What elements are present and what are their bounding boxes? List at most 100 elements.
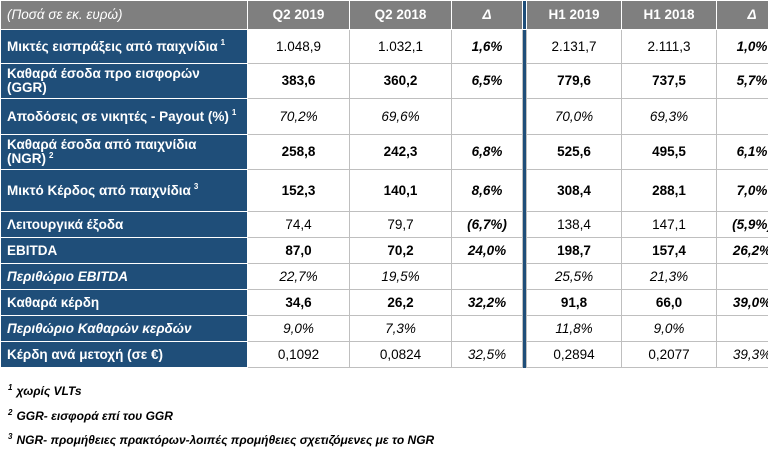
value-cell: 152,3 — [247, 169, 350, 212]
value-cell: 360,2 — [349, 63, 452, 99]
value-cell: 34,6 — [247, 289, 350, 316]
value-cell: 22,7% — [247, 263, 350, 290]
column-divider — [522, 63, 527, 99]
value-cell: 7,0% — [716, 169, 768, 212]
value-cell: 70,2% — [247, 98, 350, 135]
value-cell: 26,2 — [349, 289, 452, 316]
col-q2-2019: Q2 2019 — [247, 0, 350, 30]
value-cell: 70,0% — [526, 98, 622, 135]
row-label: Περιθώριο Καθαρών κερδών — [0, 315, 248, 342]
footnote: 1 χωρίς VLTs — [8, 383, 82, 399]
footnote: 3 NGR- προμήθειες πρακτόρων-λοιπές προμήθ… — [8, 432, 434, 448]
value-cell: 39,0% — [716, 289, 768, 316]
units-label: (Ποσά σε εκ. ευρώ) — [0, 0, 248, 30]
column-divider — [522, 134, 527, 170]
value-cell: 383,6 — [247, 63, 350, 99]
table-row: Καθαρά κέρδη 34,6 26,2 32,2% 91,8 66,0 39,0% — [0, 289, 768, 316]
value-cell: 308,4 — [526, 169, 622, 212]
column-divider — [522, 98, 527, 135]
row-label: EBITDA — [0, 237, 248, 264]
value-cell: 19,5% — [349, 263, 452, 290]
table-row: Αποδόσεις σε νικητές - Payout (%) 1 70,2% 6… — [0, 98, 768, 135]
financial-results-table: (Ποσά σε εκ. ευρώ) Q2 2019 Q2 2018 Δ H1 … — [0, 0, 768, 368]
value-cell: 2.111,3 — [621, 29, 717, 64]
value-cell: 7,3% — [349, 315, 452, 342]
value-cell — [716, 98, 768, 135]
value-cell: 2.131,7 — [526, 29, 622, 64]
table-row: Μικτές εισπράξεις από παιχνίδια 1 1.048,9 1… — [0, 29, 768, 64]
value-cell — [451, 315, 523, 342]
value-cell: 1.032,1 — [349, 29, 452, 64]
value-cell: 6,5% — [451, 63, 523, 99]
value-cell — [451, 263, 523, 290]
table-row: Καθαρά έσοδα από παιχνίδια (NGR) 2 258,8 24… — [0, 134, 768, 170]
row-label: Μικτές εισπράξεις από παιχνίδια 1 — [0, 29, 248, 64]
value-cell: 525,6 — [526, 134, 622, 170]
value-cell: 157,4 — [621, 237, 717, 264]
col-q2-2018: Q2 2018 — [349, 0, 452, 30]
row-label: Περιθώριο EBITDA — [0, 263, 248, 290]
col-h1-2018: H1 2018 — [621, 0, 717, 30]
value-cell — [451, 98, 523, 135]
value-cell: 495,5 — [621, 134, 717, 170]
footnote-marker: 1 — [220, 38, 226, 47]
column-divider — [522, 289, 527, 316]
table-header-row: (Ποσά σε εκ. ευρώ) Q2 2019 Q2 2018 Δ H1 … — [0, 0, 768, 30]
value-cell: 0,0824 — [349, 341, 452, 368]
value-cell: 69,3% — [621, 98, 717, 135]
value-cell: 11,8% — [526, 315, 622, 342]
value-cell: 32,2% — [451, 289, 523, 316]
value-cell: 25,5% — [526, 263, 622, 290]
value-cell: 258,8 — [247, 134, 350, 170]
footnote-text: GGR- εισφορά επί του GGR — [16, 409, 173, 423]
row-label: Μικτό Κέρδος από παιχνίδια 3 — [0, 169, 248, 212]
value-cell: 0,2077 — [621, 341, 717, 368]
row-label-text: EBITDA — [7, 242, 58, 258]
footnote-number: 1 — [8, 383, 13, 392]
value-cell: 24,0% — [451, 237, 523, 264]
row-label-text: Μικτό Κέρδος από παιχνίδια — [7, 182, 191, 198]
table-row: EBITDA 87,0 70,2 24,0% 198,7 157,4 26,2% — [0, 237, 768, 264]
value-cell: 70,2 — [349, 237, 452, 264]
value-cell: 26,2% — [716, 237, 768, 264]
footnote-text: χωρίς VLTs — [16, 384, 82, 398]
row-label-text: Καθαρά έσοδα προ εισφορών (GGR) — [7, 66, 200, 95]
value-cell: 288,1 — [621, 169, 717, 212]
value-cell: 9,0% — [247, 315, 350, 342]
col-delta-q: Δ — [451, 0, 523, 30]
column-divider — [522, 169, 527, 212]
value-cell: 79,7 — [349, 211, 452, 238]
col-h1-2019: H1 2019 — [526, 0, 622, 30]
table-row: Περιθώριο EBITDA 22,7% 19,5% 25,5% 21,3% — [0, 263, 768, 290]
row-label-text: Μικτές εισπράξεις από παιχνίδια — [7, 38, 218, 54]
value-cell: 32,5% — [451, 341, 523, 368]
value-cell: (5,9%) — [716, 211, 768, 238]
column-divider — [522, 341, 527, 368]
column-divider — [522, 315, 527, 342]
row-label-text: Αποδόσεις σε νικητές - Payout (%) — [7, 108, 229, 124]
row-label-text: Κέρδη ανά μετοχή (σε €) — [7, 346, 163, 362]
value-cell: 21,3% — [621, 263, 717, 290]
row-label: Καθαρά κέρδη — [0, 289, 248, 316]
value-cell: 87,0 — [247, 237, 350, 264]
value-cell: 91,8 — [526, 289, 622, 316]
value-cell: 1,6% — [451, 29, 523, 64]
value-cell: 737,5 — [621, 63, 717, 99]
value-cell: 69,6% — [349, 98, 452, 135]
table-row: Καθαρά έσοδα προ εισφορών (GGR) 383,6 360,… — [0, 63, 768, 99]
col-delta-h: Δ — [716, 0, 768, 30]
row-label-text: Περιθώριο EBITDA — [7, 268, 129, 284]
value-cell: 138,4 — [526, 211, 622, 238]
footnote-marker: 3 — [193, 182, 199, 191]
row-label: Καθαρά έσοδα από παιχνίδια (NGR) 2 — [0, 134, 248, 170]
value-cell: 0,2894 — [526, 341, 622, 368]
footnote-number: 3 — [8, 432, 13, 441]
row-label: Καθαρά έσοδα προ εισφορών (GGR) — [0, 63, 248, 99]
value-cell: 0,1092 — [247, 341, 350, 368]
value-cell: 140,1 — [349, 169, 452, 212]
value-cell: (6,7%) — [451, 211, 523, 238]
footnote: 2 GGR- εισφορά επί του GGR — [8, 409, 173, 424]
row-label: Κέρδη ανά μετοχή (σε €) — [0, 341, 248, 368]
row-label: Αποδόσεις σε νικητές - Payout (%) 1 — [0, 98, 248, 135]
value-cell: 6,1% — [716, 134, 768, 170]
